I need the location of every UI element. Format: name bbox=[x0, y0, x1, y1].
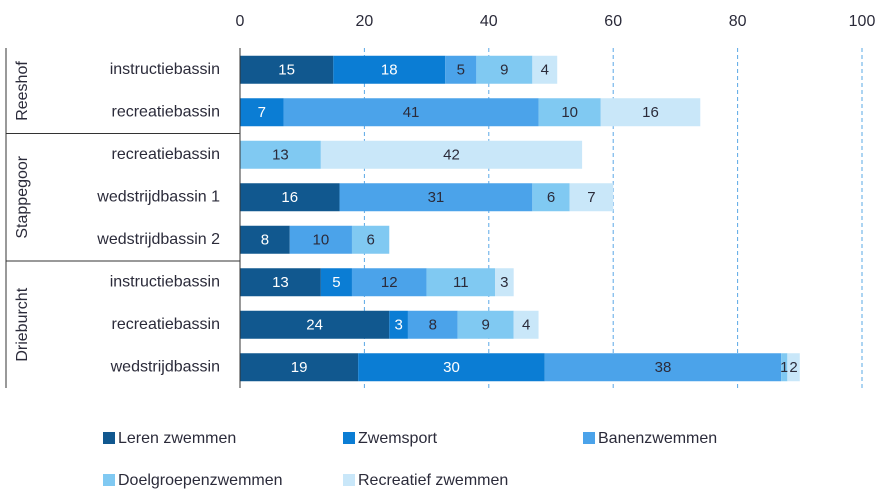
bar-value-label: 16 bbox=[281, 189, 298, 206]
y-tick-label: instructiebassin bbox=[110, 273, 220, 290]
bar-value-label: 1 bbox=[780, 359, 788, 376]
legend-label: Leren zwemmen bbox=[118, 430, 236, 447]
bar-value-label: 10 bbox=[561, 104, 578, 121]
bar-value-label: 13 bbox=[272, 274, 289, 291]
bar-segment bbox=[445, 55, 477, 84]
y-tick-label: wedstrijdbassin 1 bbox=[96, 188, 220, 205]
bar-segment bbox=[781, 353, 788, 382]
group-label: Stappegoor bbox=[14, 155, 31, 238]
bar-value-label: 31 bbox=[428, 189, 445, 206]
bar-segment bbox=[240, 140, 321, 169]
bar-value-label: 7 bbox=[587, 189, 595, 206]
bar-value-label: 30 bbox=[443, 359, 460, 376]
bar-segment bbox=[339, 183, 533, 212]
bar-segment bbox=[426, 268, 496, 297]
bar-value-label: 10 bbox=[313, 232, 330, 249]
bar-value-label: 18 bbox=[381, 62, 398, 79]
bar-value-label: 11 bbox=[453, 274, 469, 291]
bar-segment bbox=[240, 225, 290, 254]
bar-segment bbox=[532, 183, 570, 212]
bar-value-label: 3 bbox=[500, 274, 508, 291]
legend-label: Banenzwemmen bbox=[598, 430, 717, 447]
bar-value-label: 7 bbox=[258, 104, 266, 121]
group-label: Reeshof bbox=[14, 61, 31, 121]
x-tick-label: 100 bbox=[849, 13, 876, 30]
bar-value-label: 41 bbox=[403, 104, 420, 121]
bar-segment bbox=[389, 310, 408, 339]
bar-segment bbox=[787, 353, 800, 382]
bar-value-label: 4 bbox=[541, 62, 549, 79]
x-tick-label: 20 bbox=[356, 13, 374, 30]
bar-value-label: 13 bbox=[272, 147, 289, 164]
bar-value-label: 38 bbox=[655, 359, 672, 376]
legend-label: Zwemsport bbox=[358, 430, 438, 447]
bar-value-label: 8 bbox=[429, 317, 437, 334]
legend-swatch bbox=[103, 474, 115, 486]
bar-segment bbox=[351, 268, 427, 297]
bar-value-label: 19 bbox=[291, 359, 308, 376]
bar-segment bbox=[532, 55, 558, 84]
x-tick-label: 0 bbox=[236, 13, 245, 30]
bar-segment bbox=[538, 98, 601, 127]
legend-swatch bbox=[343, 474, 355, 486]
bar-segment bbox=[240, 98, 284, 127]
bar-segment bbox=[240, 183, 340, 212]
bar-value-label: 9 bbox=[482, 317, 490, 334]
bar-value-label: 6 bbox=[366, 232, 374, 249]
bar-segment bbox=[513, 310, 539, 339]
legend-swatch bbox=[583, 432, 595, 444]
bar-value-label: 16 bbox=[642, 104, 659, 121]
legend-swatch bbox=[343, 432, 355, 444]
bar-value-label: 2 bbox=[789, 359, 797, 376]
bar-segment bbox=[240, 353, 359, 382]
bar-segment bbox=[358, 353, 545, 382]
y-tick-label: wedstrijdbassin bbox=[110, 358, 220, 375]
bar-segment bbox=[476, 55, 533, 84]
bar-segment bbox=[240, 55, 334, 84]
bar-value-label: 6 bbox=[547, 189, 555, 206]
bar-segment bbox=[333, 55, 446, 84]
bar-segment bbox=[240, 268, 321, 297]
bar-segment bbox=[240, 310, 390, 339]
bar-value-label: 15 bbox=[278, 62, 295, 79]
x-tick-label: 60 bbox=[604, 13, 622, 30]
bar-segment bbox=[320, 268, 352, 297]
bar-segment bbox=[351, 225, 390, 254]
bar-segment bbox=[320, 140, 583, 169]
bar-segment bbox=[457, 310, 514, 339]
bar-value-label: 9 bbox=[500, 62, 508, 79]
bar-segment bbox=[495, 268, 514, 297]
y-tick-label: wedstrijdbassin 2 bbox=[96, 231, 220, 248]
bar-value-label: 4 bbox=[522, 317, 530, 334]
y-tick-label: recreatiebassin bbox=[112, 103, 221, 120]
y-tick-label: recreatiebassin bbox=[112, 146, 221, 163]
bar-value-label: 42 bbox=[443, 147, 460, 164]
bar-segment bbox=[407, 310, 458, 339]
group-label: Drieburcht bbox=[14, 287, 31, 361]
bar-value-label: 5 bbox=[457, 62, 465, 79]
x-tick-label: 40 bbox=[480, 13, 498, 30]
legend-swatch bbox=[103, 432, 115, 444]
bar-segment bbox=[600, 98, 701, 127]
bar-value-label: 24 bbox=[306, 317, 323, 334]
bar-value-label: 12 bbox=[381, 274, 398, 291]
y-tick-label: instructiebassin bbox=[110, 61, 220, 78]
legend-label: Doelgroepenzwemmen bbox=[118, 472, 283, 489]
bar-value-label: 3 bbox=[394, 317, 402, 334]
bar-segment bbox=[289, 225, 352, 254]
bar-segment bbox=[569, 183, 614, 212]
x-tick-label: 80 bbox=[729, 13, 747, 30]
bar-value-label: 5 bbox=[332, 274, 340, 291]
legend-label: Recreatief zwemmen bbox=[358, 472, 508, 489]
bar-segment bbox=[283, 98, 539, 127]
y-tick-label: recreatiebassin bbox=[112, 316, 221, 333]
bar-value-label: 8 bbox=[261, 232, 269, 249]
bar-segment bbox=[544, 353, 782, 382]
